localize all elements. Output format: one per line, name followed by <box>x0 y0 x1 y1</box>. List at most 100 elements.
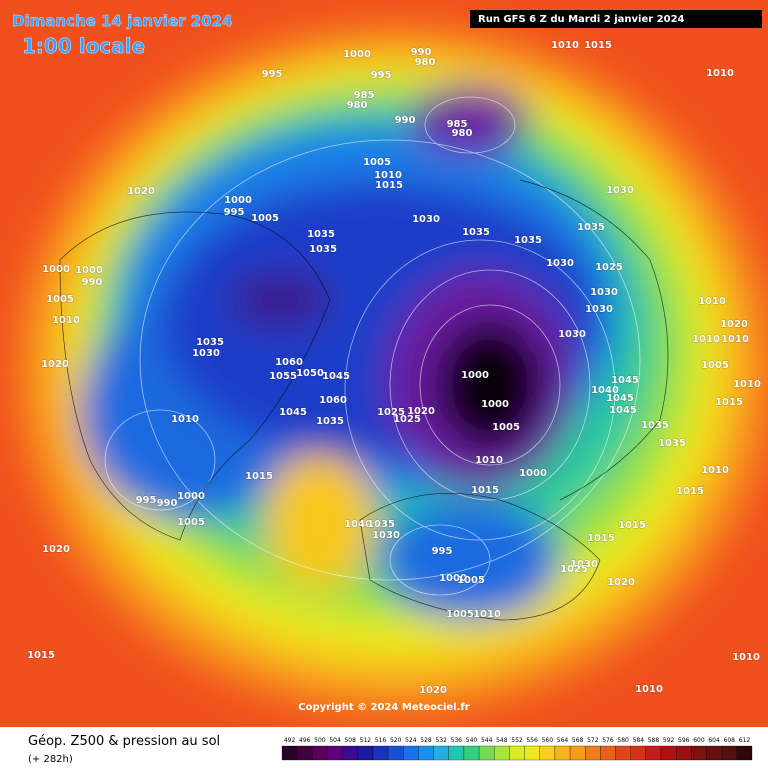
colorbar-tick-label: 536 <box>451 737 463 744</box>
colorbar-swatch <box>327 745 343 761</box>
isobar-label: 1035 <box>316 416 344 427</box>
isobar-label: 1000 <box>42 264 70 275</box>
isobar-label: 1015 <box>618 520 646 531</box>
isobar-label: 1035 <box>309 244 337 255</box>
colorbar-swatch <box>448 745 465 761</box>
colorbar-tick-label: 584 <box>633 737 645 744</box>
colorbar-swatch <box>691 745 707 761</box>
isobar-label: 1015 <box>676 486 704 497</box>
isobar-label: 1010 <box>692 334 720 345</box>
isobar-label: 1005 <box>177 517 205 528</box>
run-box <box>470 10 762 28</box>
isobar-label: 1020 <box>607 577 635 588</box>
colorbar-swatch <box>615 745 631 761</box>
isobar-label: 1030 <box>412 214 440 225</box>
isobar-label: 1030 <box>585 304 613 315</box>
colorbar-swatch <box>509 745 525 761</box>
colorbar-swatch <box>418 745 434 761</box>
isobar-label: 1030 <box>590 287 618 298</box>
colorbar-swatch <box>357 745 374 761</box>
isobar-label: 990 <box>395 115 416 126</box>
colorbar-tick-label: 568 <box>572 737 584 744</box>
isobar-label: 990 <box>157 498 178 509</box>
isobar-label: 1000 <box>177 491 205 502</box>
colorbar-tick-label: 552 <box>511 737 523 744</box>
colorbar-swatch <box>524 745 540 761</box>
colorbar-swatch <box>660 745 677 761</box>
colorbar-tick-label: 520 <box>390 737 402 744</box>
isobar-label: 1010 <box>374 170 402 181</box>
colorbar-tick-label: 564 <box>557 737 569 744</box>
isobar-label: 995 <box>371 70 392 81</box>
isobar-label: 1005 <box>492 422 520 433</box>
isobar-label: 1050 <box>296 368 324 379</box>
colorbar-tick-label: 592 <box>663 737 675 744</box>
colorbar-swatch <box>342 745 358 761</box>
colorbar-swatch <box>281 745 298 761</box>
isobar-label: 1005 <box>701 360 729 371</box>
isobar-label: 990 <box>82 277 103 288</box>
colorbar-swatch <box>403 745 419 761</box>
colorbar-swatch <box>297 745 313 761</box>
colorbar-swatch <box>569 745 586 761</box>
colorbar-tick-label: 608 <box>724 737 736 744</box>
isobar-label: 1045 <box>609 405 637 416</box>
isobar-label: 1020 <box>41 359 69 370</box>
colorbar-tick-label: 496 <box>299 737 311 744</box>
colorbar: 492 496 500 504 508 512 516 520 524 528 532 536 540 5… <box>281 737 753 761</box>
colorbar-swatch <box>494 745 510 761</box>
isobar-label: 985 <box>447 119 468 130</box>
isobar-label: 995 <box>262 69 283 80</box>
isobar-label: 1040 <box>344 519 372 530</box>
colorbar-swatch <box>312 745 328 761</box>
isobar-label: 1035 <box>577 222 605 233</box>
colorbar-swatch <box>554 745 571 761</box>
isobar-label: 1030 <box>558 329 586 340</box>
colorbar-swatch <box>630 745 647 761</box>
isobar-label: 980 <box>347 100 368 111</box>
isobar-label: 1040 <box>591 385 619 396</box>
isobar-label: 1000 <box>75 265 103 276</box>
colorbar-tick-label: 604 <box>708 737 720 744</box>
colorbar-swatch <box>676 745 692 761</box>
isobar-label: 1020 <box>720 319 748 330</box>
isobar-label: 1000 <box>481 399 509 410</box>
isobar-label: 1035 <box>196 337 224 348</box>
colorbar-tick-label: 580 <box>617 737 629 744</box>
colorbar-swatch <box>645 745 662 761</box>
isobar-label: 1000 <box>461 370 489 381</box>
isobar-label: 1005 <box>363 157 391 168</box>
isobar-label: 1030 <box>372 530 400 541</box>
isobar-label: 1000 <box>343 49 371 60</box>
colorbar-swatch <box>600 745 616 761</box>
footer-lead: (+ 282h) <box>28 754 73 765</box>
colorbar-tick-label: 540 <box>466 737 478 744</box>
isobar-label: 1010 <box>171 414 199 425</box>
footer-title: Géop. Z500 & pression au sol <box>28 734 220 749</box>
isobar-label: 995 <box>432 546 453 557</box>
isobar-label: 1030 <box>606 185 634 196</box>
isobar-label: 1015 <box>27 650 55 661</box>
isobar-label: 1035 <box>367 519 395 530</box>
isobar-label: 1020 <box>127 186 155 197</box>
isobar-label: 1030 <box>546 258 574 269</box>
isobar-label: 1015 <box>375 180 403 191</box>
colorbar-tick-label: 532 <box>435 737 447 744</box>
colorbar-tick-label: 556 <box>526 737 538 744</box>
isobar-label: 1025 <box>377 407 405 418</box>
isobar-label: 980 <box>452 128 473 139</box>
isobar-label: 1045 <box>611 375 639 386</box>
isobar-label: 1035 <box>307 229 335 240</box>
isobar-label: 1000 <box>224 195 252 206</box>
colorbar-tick-label: 560 <box>542 737 554 744</box>
isobar-label: 1010 <box>473 609 501 620</box>
isobar-label: 1010 <box>635 684 663 695</box>
isobar-label: 1025 <box>560 564 588 575</box>
colorbar-tick-label: 544 <box>481 737 493 744</box>
isobar-label: 1005 <box>46 294 74 305</box>
isobar-label: 1005 <box>251 213 279 224</box>
colorbar-swatch <box>585 745 601 761</box>
colorbar-tick-label: 516 <box>375 737 387 744</box>
isobar-label: 1010 <box>698 296 726 307</box>
